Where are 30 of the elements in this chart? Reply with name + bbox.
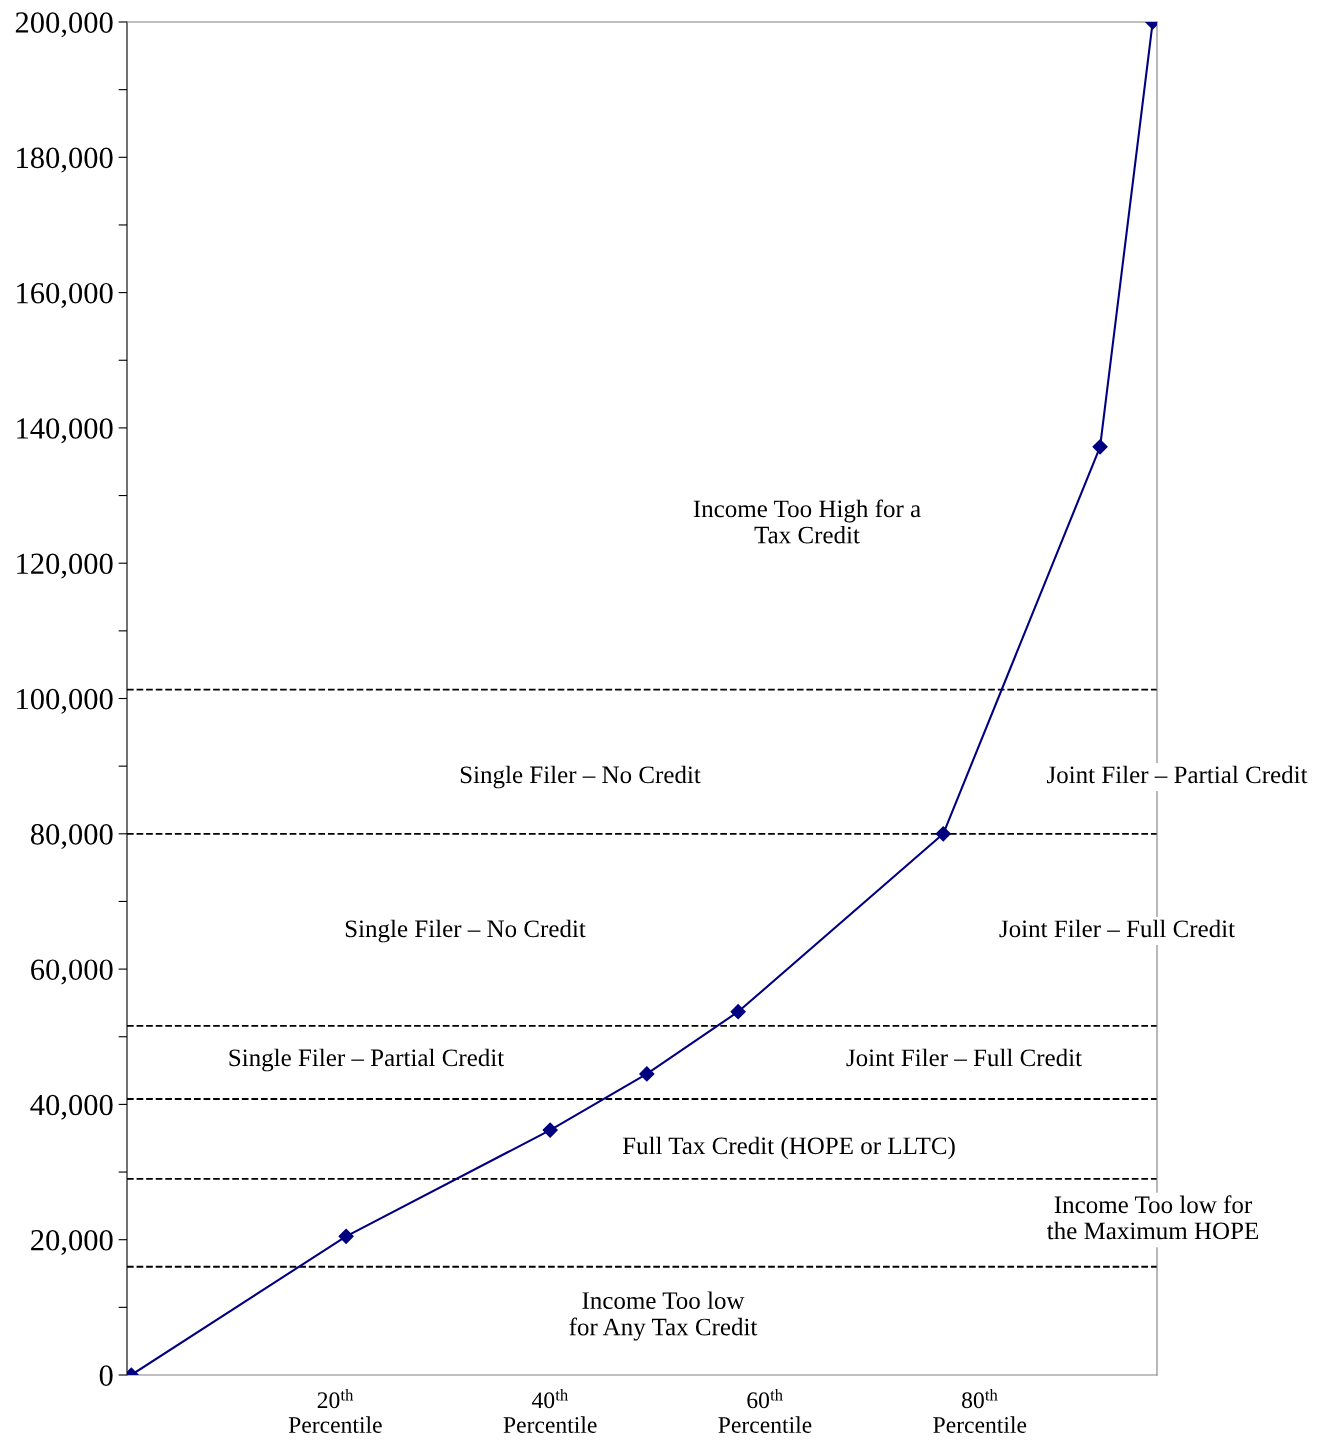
annotation: Income Too High for a Tax Credit [693,499,921,544]
y-tick-label: 20,000 [31,1229,113,1255]
y-tick-label: 60,000 [31,959,113,985]
y-tick-label: 40,000 [30,1094,113,1120]
y-tick-label: 120,000 [17,553,113,579]
x-tick-label: 20$^{th}$ Percentile [288,1388,382,1433]
y-tick-label: 80,000 [30,824,113,850]
y-tick-label: 0 [99,1365,113,1386]
annotation: Joint Filer – Full Credit [846,1048,1082,1067]
annotation: Single Filer – No Credit [460,765,701,789]
y-tick-label: 180,000 [17,147,113,173]
point [639,1066,655,1082]
y-tick-label: 100,000 [17,688,113,714]
annotation: Joint Filer – Partial Credit [1046,765,1308,784]
annotation: Single Filer – Partial Credit [229,1048,505,1072]
y-tick-label: 140,000 [17,418,113,444]
annotation: Full Tax Credit (HOPE or LLTC) [622,1136,955,1160]
y-tick-label: 200,000 [15,12,113,38]
annotation: Income Too low for the Maximum HOPE [1047,1195,1258,1240]
x-tick-label: 80$^{th}$ Percentile [933,1388,1027,1433]
point [935,826,951,842]
annotation: Joint Filer – Full Credit [999,919,1235,938]
annotation: Single Filer – No Credit [345,919,586,943]
x-tick-label: 40$^{th}$ Percentile [503,1388,597,1433]
point [542,1122,558,1138]
x-tick-label: 60$^{th}$ Percentile [718,1388,812,1433]
point [338,1228,354,1244]
annotation: Income Too low for Any Tax Credit [569,1291,758,1341]
point [730,1004,746,1020]
y-tick-label: 160,000 [17,282,113,308]
